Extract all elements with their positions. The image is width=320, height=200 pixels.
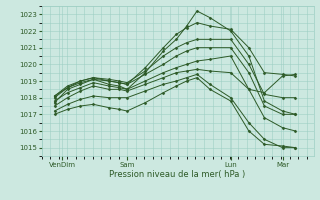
X-axis label: Pression niveau de la mer( hPa ): Pression niveau de la mer( hPa ) — [109, 170, 246, 179]
